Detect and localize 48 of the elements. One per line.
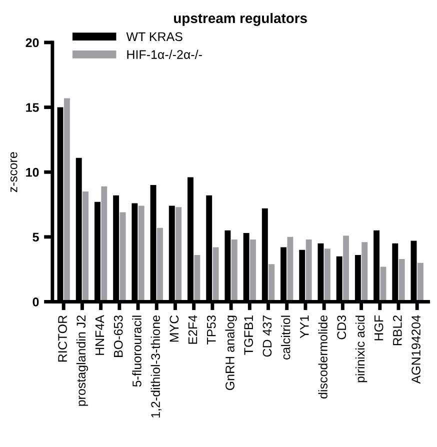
bar bbox=[250, 240, 256, 302]
x-tick-label: TP53 bbox=[206, 315, 216, 345]
x-tick-label: AGN194204 bbox=[412, 315, 420, 384]
x-tick-label: HGF bbox=[374, 315, 384, 340]
bar bbox=[101, 186, 108, 302]
bar bbox=[362, 242, 368, 302]
x-tick-label: pirinixic acid bbox=[355, 316, 368, 382]
x-tick-label: CD 437 bbox=[262, 316, 272, 357]
bar bbox=[231, 240, 238, 302]
bar bbox=[268, 264, 275, 302]
bar bbox=[64, 98, 70, 302]
y-tick-label: 0 bbox=[32, 298, 39, 306]
x-tick-label: calcitriol bbox=[281, 316, 290, 360]
x-tick-label: BO-653 bbox=[114, 315, 123, 357]
bar bbox=[194, 255, 200, 302]
x-tick-label: GnRH analog bbox=[225, 316, 237, 390]
x-tick-label: discodermolide bbox=[318, 315, 328, 398]
bar bbox=[417, 262, 424, 302]
x-tick-label: YY1 bbox=[300, 316, 309, 338]
bar bbox=[398, 258, 405, 302]
bar bbox=[176, 207, 182, 302]
y-tick-label: 15 bbox=[26, 103, 39, 112]
legend-label: HIF-1α-/-2α-/- bbox=[127, 50, 202, 59]
x-tick-label: E2F4 bbox=[188, 315, 198, 344]
x-tick-label: HNF4A bbox=[95, 314, 104, 355]
x-tick-label: RBL2 bbox=[392, 316, 402, 346]
bar bbox=[343, 236, 350, 302]
y-tick-label: 5 bbox=[32, 232, 39, 242]
legend-label: WT KRAS bbox=[126, 32, 182, 42]
bar bbox=[212, 247, 219, 302]
bar bbox=[287, 236, 294, 302]
bar bbox=[324, 248, 330, 302]
y-axis-title: z-score bbox=[10, 152, 18, 192]
bar bbox=[157, 228, 163, 302]
bar bbox=[138, 206, 144, 302]
x-tick-label: prostaglandin J2 bbox=[76, 316, 88, 406]
bar bbox=[306, 240, 312, 302]
bar bbox=[82, 192, 89, 302]
x-tick-label: RICTOR bbox=[58, 316, 67, 362]
x-tick-label: TGFB1 bbox=[244, 316, 254, 355]
y-tick-label: 10 bbox=[26, 168, 39, 177]
x-tick-label: MYC bbox=[170, 315, 179, 342]
chart-title: upstream regulators bbox=[174, 12, 307, 26]
x-tick-label: 1,2-dithiol-3-thione bbox=[150, 315, 162, 418]
x-tick-label: CD3 bbox=[337, 315, 346, 340]
bar bbox=[120, 212, 126, 302]
x-tick-label: 5-fluorouracil bbox=[132, 316, 142, 387]
y-tick-label: 20 bbox=[26, 38, 39, 48]
